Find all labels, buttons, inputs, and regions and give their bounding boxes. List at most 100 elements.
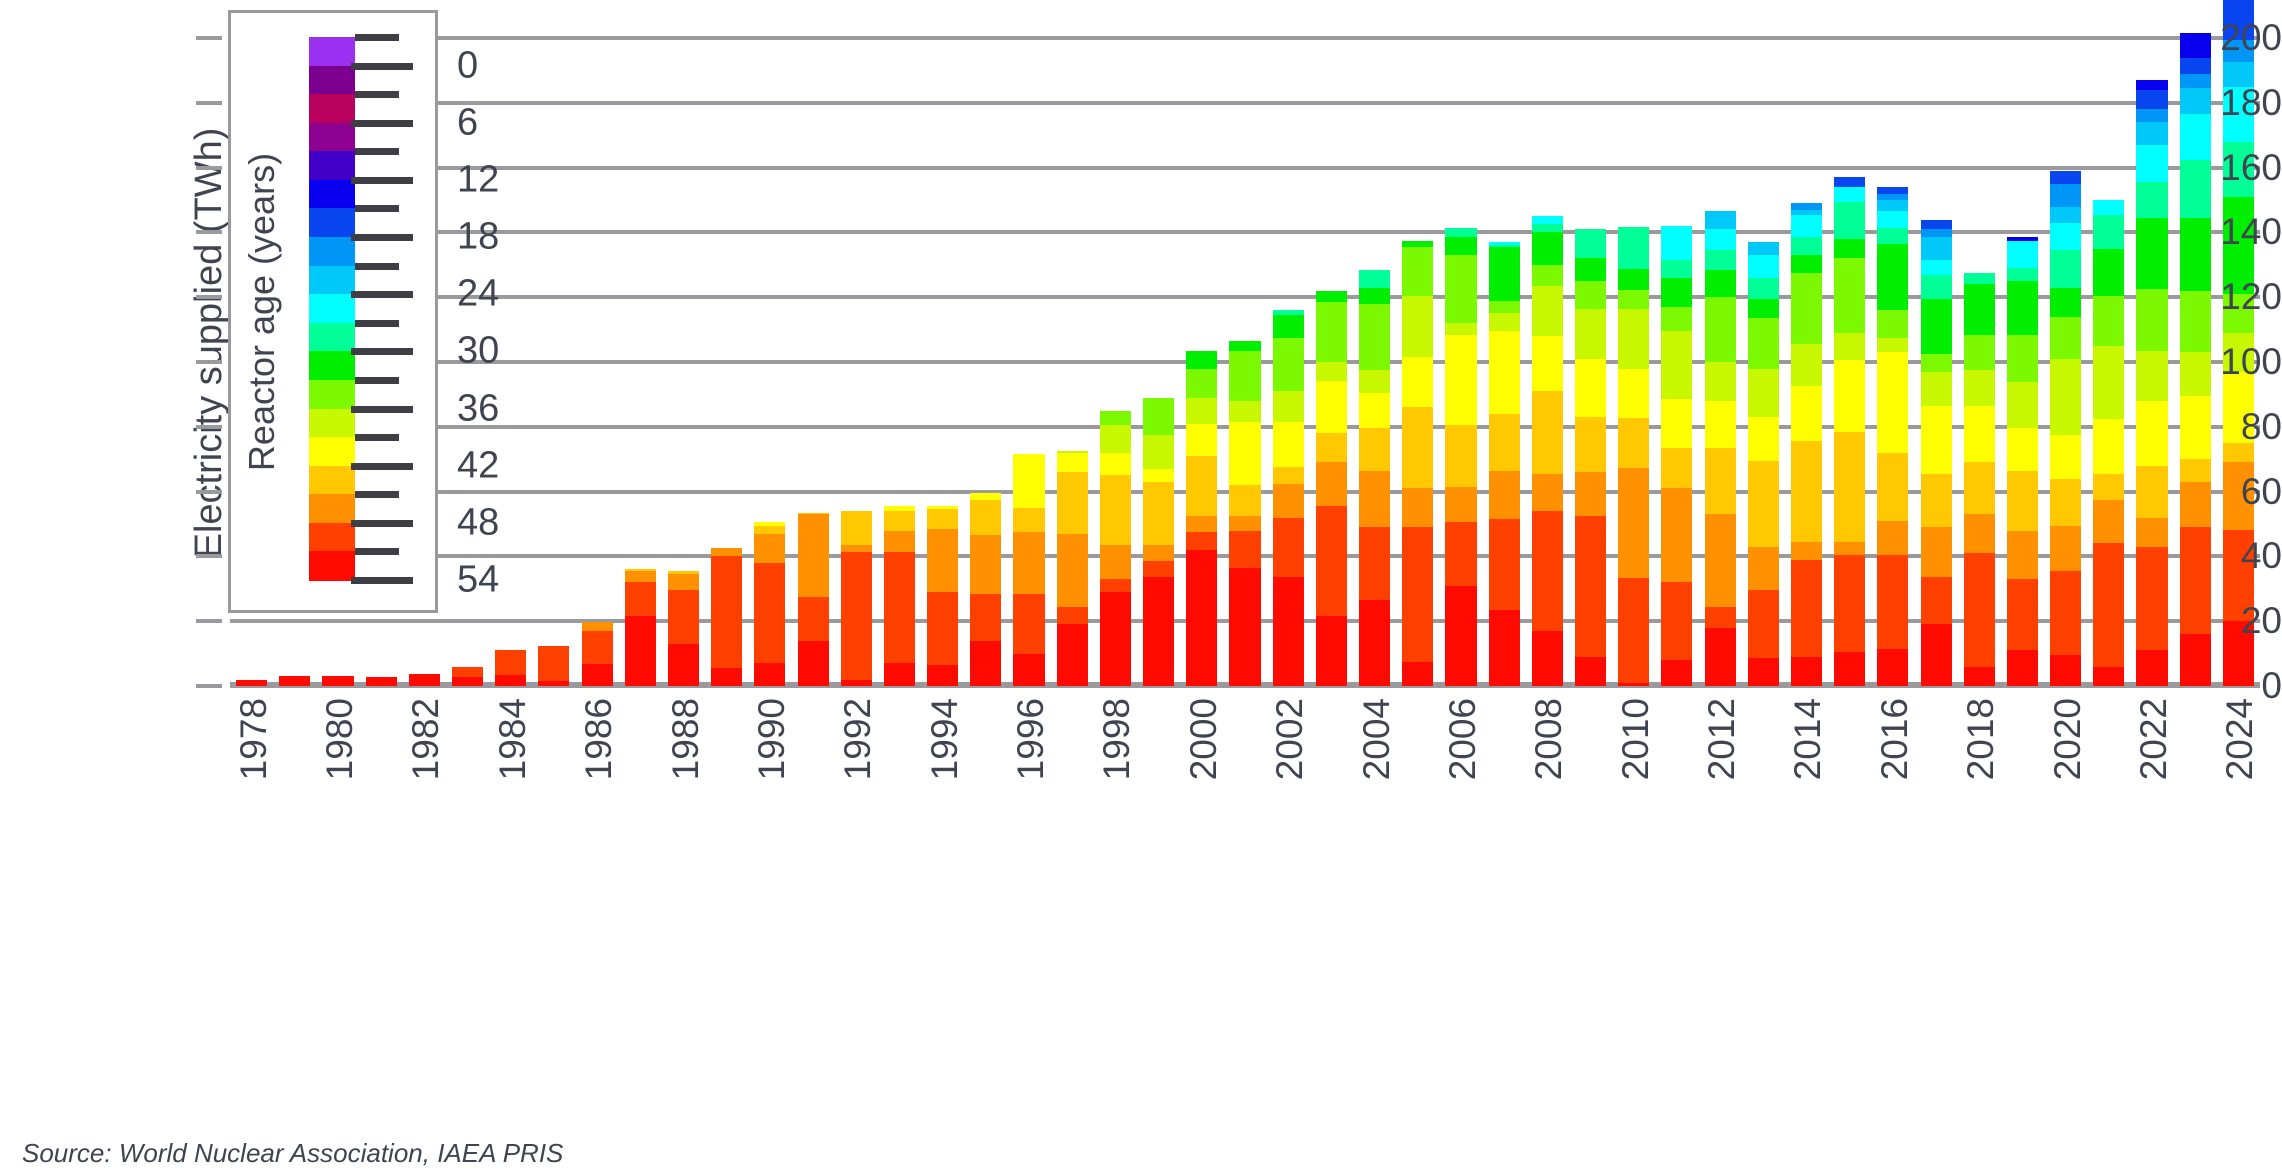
bar-segment-age-0 xyxy=(1445,585,1477,686)
bar-1990 xyxy=(754,522,786,686)
colorbar-label: 6 xyxy=(457,101,479,144)
bar-segment-age-0 xyxy=(538,681,570,686)
bar-segment-age-15 xyxy=(1618,309,1650,370)
bar-segment-age-36 xyxy=(2136,89,2168,110)
colorbar-tick xyxy=(351,176,413,184)
bar-2014 xyxy=(1790,203,1823,686)
bar-segment-age-39 xyxy=(2006,237,2038,241)
bar-1996 xyxy=(1013,454,1045,686)
bar-segment-age-21 xyxy=(2050,287,2082,317)
bar-segment-age-6 xyxy=(2179,481,2211,528)
x-tick-label: 2014 xyxy=(1787,698,1829,781)
bar-segment-age-24 xyxy=(2093,214,2125,249)
bar-segment-age-9 xyxy=(1531,391,1563,474)
bar-1994 xyxy=(927,506,959,686)
bar-segment-age-6 xyxy=(1402,488,1434,528)
bar-2000 xyxy=(1186,350,1218,686)
bar-segment-age-21 xyxy=(1531,232,1563,265)
bar-segment-age-9 xyxy=(1790,441,1823,542)
bar-segment-age-3 xyxy=(1272,517,1304,578)
y-tick-mark xyxy=(196,165,222,170)
bar-segment-age-12 xyxy=(1704,400,1736,448)
bar-segment-age-9 xyxy=(2179,459,2211,482)
bar-2009 xyxy=(1574,229,1607,686)
colorbar-label: 42 xyxy=(457,444,500,487)
bar-segment-age-15 xyxy=(1099,425,1131,453)
bar-segment-age-24 xyxy=(2222,141,2254,197)
bar-segment-age-3 xyxy=(1445,522,1477,586)
bar-segment-age-0 xyxy=(797,640,829,686)
colorbar-swatch xyxy=(309,65,355,95)
bar-segment-age-24 xyxy=(1531,224,1563,233)
bar-segment-age-15 xyxy=(2093,345,2125,419)
bar-segment-age-15 xyxy=(1359,370,1391,393)
colorbar-swatch xyxy=(309,94,355,124)
bar-segment-age-3 xyxy=(1963,553,1995,667)
colorbar-tick xyxy=(351,119,413,127)
bar-2019 xyxy=(2006,237,2038,686)
bar-2011 xyxy=(1661,225,1693,686)
colorbar-tick xyxy=(355,34,399,41)
colorbar-label: 54 xyxy=(457,558,500,601)
x-tick-label: 2012 xyxy=(1701,698,1743,781)
bar-segment-age-12 xyxy=(2093,418,2125,474)
bar-segment-age-6 xyxy=(1315,462,1347,507)
bar-2013 xyxy=(1747,242,1779,686)
bar-segment-age-9 xyxy=(2093,473,2125,500)
bar-segment-age-0 xyxy=(624,616,656,686)
gridline xyxy=(230,100,2260,105)
y-tick-label: 0 xyxy=(2261,665,2282,706)
bar-segment-age-3 xyxy=(970,593,1002,641)
bar-segment-age-9 xyxy=(667,571,700,575)
bar-segment-age-21 xyxy=(1704,269,1736,298)
bar-segment-age-0 xyxy=(1056,624,1088,686)
bar-segment-age-12 xyxy=(1790,386,1823,442)
bar-segment-age-15 xyxy=(1272,391,1304,422)
bar-segment-age-0 xyxy=(1229,567,1261,686)
bar-segment-age-15 xyxy=(1963,370,1995,406)
bar-segment-age-24 xyxy=(1488,245,1520,248)
y-tick-label: 100 xyxy=(2220,341,2282,382)
bar-segment-age-9 xyxy=(1143,481,1175,546)
bar-2016 xyxy=(1877,187,1909,686)
y-tick-label: 80 xyxy=(2240,405,2282,447)
bar-segment-age-21 xyxy=(1963,284,1995,335)
bar-segment-age-27 xyxy=(1747,255,1779,278)
bar-segment-age-6 xyxy=(1143,545,1175,562)
bar-segment-age-3 xyxy=(2222,530,2254,622)
x-tick-label: 2004 xyxy=(1355,698,1397,781)
bar-segment-age-9 xyxy=(1013,507,1045,533)
bar-segment-age-6 xyxy=(754,533,786,563)
bar-segment-age-6 xyxy=(2222,462,2254,531)
y-tick-label: 40 xyxy=(2240,535,2282,577)
bar-segment-age-9 xyxy=(1704,447,1736,515)
colorbar-tick xyxy=(351,577,413,584)
bar-segment-age-9 xyxy=(2222,443,2254,463)
bar-segment-age-6 xyxy=(883,530,915,552)
colorbar-swatch xyxy=(309,551,355,581)
bar-segment-age-18 xyxy=(1488,300,1520,314)
bar-segment-age-0 xyxy=(1488,609,1520,686)
bar-segment-age-24 xyxy=(1920,274,1952,299)
bar-segment-age-21 xyxy=(1402,240,1434,248)
bar-segment-age-6 xyxy=(840,545,872,552)
colorbar-tick xyxy=(351,462,413,470)
x-tick-label: 1992 xyxy=(837,698,879,781)
bar-segment-age-27 xyxy=(2006,240,2038,269)
bar-segment-age-6 xyxy=(667,574,700,591)
bar-segment-age-12 xyxy=(970,493,1002,500)
bar-segment-age-24 xyxy=(1618,226,1650,269)
bar-1979 xyxy=(279,676,311,686)
bar-segment-age-36 xyxy=(2179,57,2211,74)
bar-2001 xyxy=(1229,341,1261,686)
bar-segment-age-12 xyxy=(1661,399,1693,448)
bar-segment-age-6 xyxy=(1877,520,1909,555)
bar-segment-age-15 xyxy=(1143,434,1175,469)
bar-segment-age-9 xyxy=(1186,455,1218,516)
bar-segment-age-0 xyxy=(1790,656,1823,686)
bar-segment-age-9 xyxy=(624,569,656,571)
bar-segment-age-9 xyxy=(1877,452,1909,521)
source-note: Source: World Nuclear Association, IAEA … xyxy=(22,1138,564,1168)
bar-segment-age-27 xyxy=(1488,242,1520,246)
